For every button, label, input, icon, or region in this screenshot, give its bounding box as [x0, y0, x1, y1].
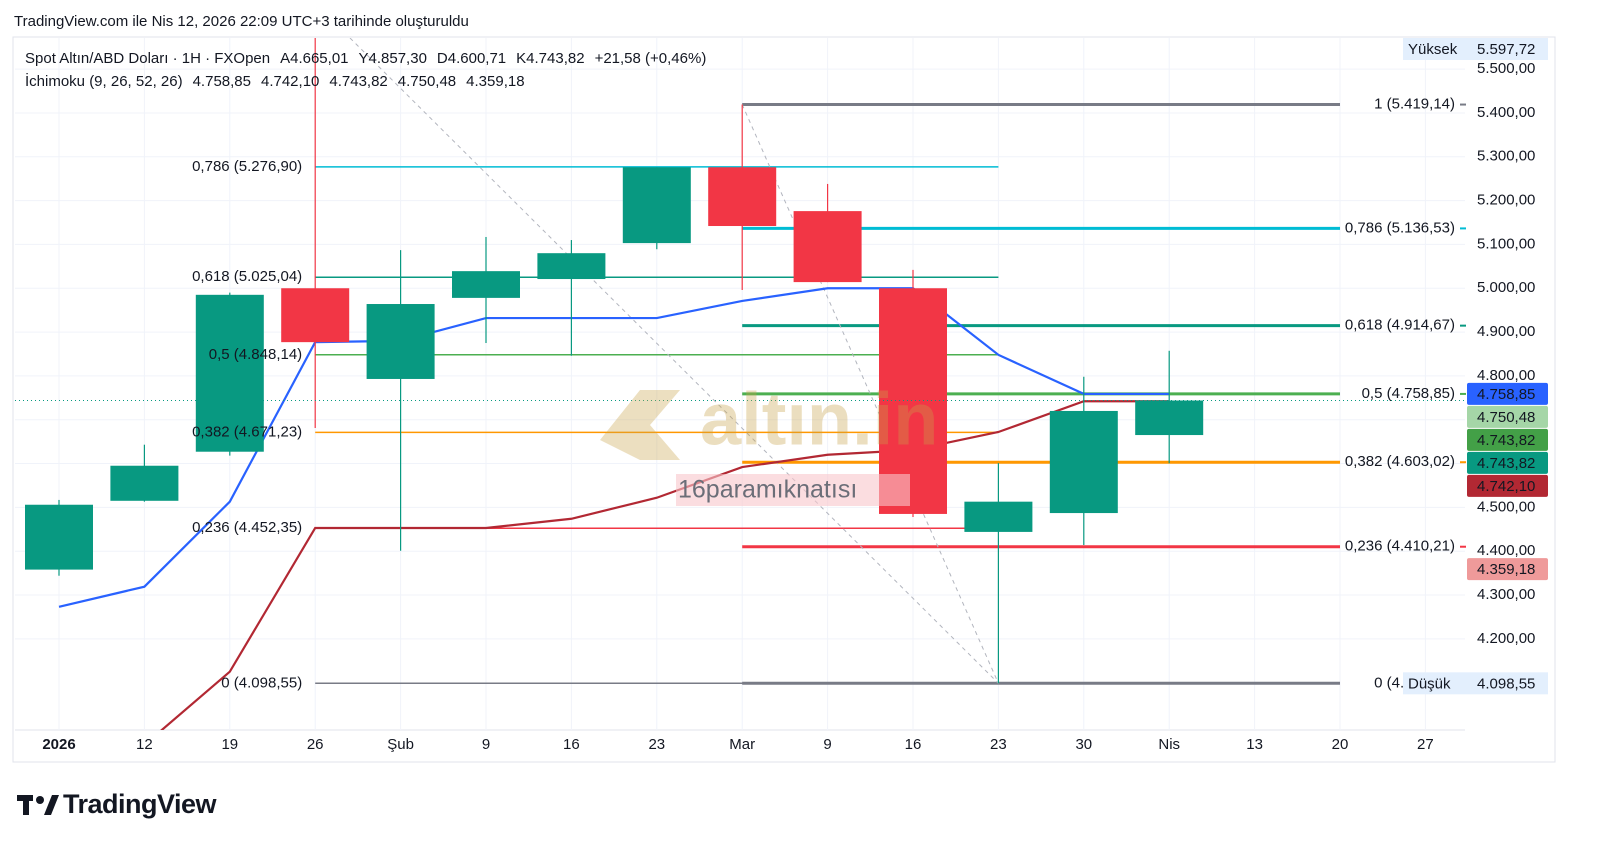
indicator-legend-value: 4.742,10 — [261, 73, 319, 90]
x-tick-label: 16 — [905, 736, 922, 753]
watermark: altın.in — [700, 378, 938, 461]
watermark: 16paramıknatısı — [678, 476, 857, 504]
extreme-name: Düşük — [1408, 675, 1451, 692]
ohlc-legend-value: D4.600,71 — [437, 50, 506, 67]
watermark-logo — [600, 390, 680, 460]
candle-body — [964, 501, 1033, 532]
ohlc-legend-value: A4.665,01 — [280, 50, 348, 67]
brand-logo — [17, 795, 59, 815]
x-tick-label: Nis — [1158, 736, 1180, 753]
price-tag-label: 4.750,48 — [1477, 409, 1535, 426]
candle-body — [452, 271, 520, 298]
x-tick-label: 12 — [136, 736, 153, 753]
candle-body — [1049, 410, 1118, 514]
y-tick-label: 4.300,00 — [1477, 586, 1535, 603]
candle-body — [25, 504, 93, 570]
candle-body — [366, 304, 435, 379]
x-tick-label: 20 — [1332, 736, 1349, 753]
trend-line — [741, 104, 999, 684]
x-tick-label: 27 — [1417, 736, 1434, 753]
fib-label: 0,786 (5.136,53) — [1345, 219, 1455, 236]
x-tick-label: 26 — [307, 736, 324, 753]
candle-body — [622, 167, 691, 244]
ohlc-legend-value: +21,58 (+0,46%) — [595, 50, 707, 67]
watermark-box — [676, 474, 910, 506]
x-tick-label: 13 — [1246, 736, 1263, 753]
fib-label: 1 (5.419,14) — [1374, 96, 1455, 113]
x-tick-label: 2026 — [42, 736, 75, 753]
indicator-line — [160, 400, 1170, 730]
price-tag — [1467, 474, 1548, 497]
x-tick-label: 19 — [221, 736, 238, 753]
y-tick-label: 5.100,00 — [1477, 235, 1535, 252]
fib-label: 0,786 (5.276,90) — [192, 158, 302, 175]
ohlc-legend-value: K4.743,82 — [516, 50, 584, 67]
y-tick-label: 5.400,00 — [1477, 104, 1535, 121]
price-tag-label: 4.743,82 — [1477, 455, 1535, 472]
indicator-legend-value: 4.758,85 — [193, 73, 251, 90]
y-tick-label: 5.500,00 — [1477, 60, 1535, 77]
frame — [12, 36, 1556, 763]
plot-area — [15, 38, 1465, 730]
candle-body — [195, 294, 264, 452]
price-tag — [1467, 405, 1548, 428]
fib-label: 0,382 (4.603,02) — [1345, 453, 1455, 470]
candle-body — [1135, 400, 1204, 436]
price-tag-label: 4.359,18 — [1477, 561, 1535, 578]
candle-body — [281, 288, 350, 343]
price-tag-label: 4.742,10 — [1477, 478, 1535, 495]
price-tag-label: 4.758,85 — [1477, 386, 1535, 403]
x-tick-label: 9 — [482, 736, 490, 753]
extreme-label: 4.098,55 — [1477, 675, 1535, 692]
candle-body — [537, 253, 606, 280]
indicator-legend-value: 4.743,82 — [329, 73, 387, 90]
y-tick-label: 4.900,00 — [1477, 323, 1535, 340]
extreme-tag — [1403, 672, 1548, 695]
x-tick-label: 16 — [563, 736, 580, 753]
fib-label: 0,5 (4.758,85) — [1362, 385, 1455, 402]
price-tag — [1467, 558, 1548, 581]
y-tick-label: 5.300,00 — [1477, 148, 1535, 165]
x-tick-label: 23 — [648, 736, 665, 753]
fib-label: 0,618 (5.025,04) — [192, 268, 302, 285]
x-tick-label: Şub — [387, 736, 414, 753]
extreme-name: Yüksek — [1408, 41, 1458, 58]
x-tick-label: 30 — [1075, 736, 1092, 753]
x-tick-label: 9 — [823, 736, 831, 753]
candle-body — [793, 211, 862, 283]
indicator-legend-title: İchimoku (9, 26, 52, 26) — [25, 72, 183, 90]
ohlc-legend-value: Y4.857,30 — [359, 50, 427, 67]
indicator-legend-value: 4.750,48 — [398, 73, 456, 90]
brand: TradingView — [63, 789, 218, 819]
price-tag — [1467, 451, 1548, 474]
price-tag — [1467, 382, 1548, 405]
extreme-tag — [1403, 38, 1548, 60]
y-tick-label: 5.000,00 — [1477, 279, 1535, 296]
y-tick-label: 4.200,00 — [1477, 630, 1535, 647]
candle-body — [708, 167, 777, 227]
indicator-legend-value: 4.359,18 — [466, 73, 524, 90]
fib-label: 0,236 (4.452,35) — [192, 519, 302, 536]
price-tag — [1467, 428, 1548, 451]
indicator-line — [58, 287, 1170, 608]
fib-label: 0 (4.098,55) — [221, 674, 302, 691]
caption: TradingView.com ile Nis 12, 2026 22:09 U… — [14, 13, 469, 30]
trend-line — [349, 38, 999, 684]
y-tick-label: 5.200,00 — [1477, 192, 1535, 209]
y-tick-label: 4.400,00 — [1477, 542, 1535, 559]
fib-label: 0,5 (4.848,14) — [209, 346, 302, 363]
fib-label: 0,236 (4.410,21) — [1345, 538, 1455, 555]
candle-body — [110, 465, 179, 501]
ohlc-legend-title: Spot Altın/ABD Doları · 1H · FXOpen — [25, 50, 270, 67]
extreme-label: 5.597,72 — [1477, 41, 1535, 58]
fib-label: 0,382 (4.671,23) — [192, 423, 302, 440]
x-tick-label: 23 — [990, 736, 1007, 753]
price-tag-label: 4.743,82 — [1477, 432, 1535, 449]
fib-label: 0,618 (4.914,67) — [1345, 317, 1455, 334]
y-tick-label: 4.800,00 — [1477, 367, 1535, 384]
y-tick-label: 4.500,00 — [1477, 498, 1535, 515]
x-tick-label: Mar — [729, 736, 755, 753]
